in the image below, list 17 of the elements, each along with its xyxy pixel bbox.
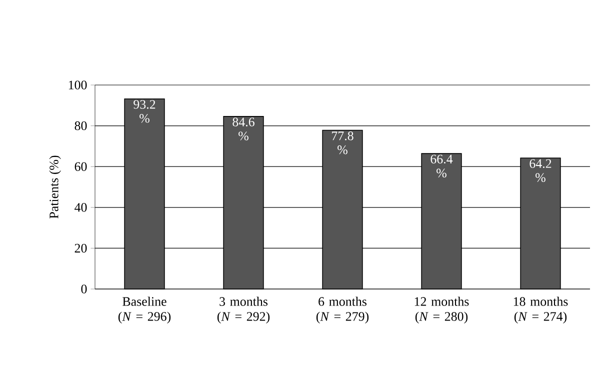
y-tick-label: 100 [68,80,87,90]
data-label: 93.2 % [134,100,156,123]
y-tick-label: 80 [74,121,87,130]
x-tick-label: 3 months (N = 292) [217,296,270,324]
data-label: 77.8 % [332,131,354,154]
x-tick-label: Baseline (N = 296) [118,296,171,324]
y-tick-label: 60 [74,162,87,171]
y-tick-label: 40 [74,203,87,212]
data-label: 66.4 % [430,154,453,178]
x-tick-label: 18 months (N = 274) [514,296,568,324]
x-tick-label: 6 months (N = 279) [316,296,369,324]
data-label: 64.2 % [530,159,552,182]
x-tick-label: 12 months (N = 280) [414,296,469,324]
y-tick-label: 20 [74,244,87,253]
y-tick-label: 0 [81,284,87,294]
data-label: 84.6 % [232,118,254,140]
y-axis-title: Patients (%) [49,156,61,218]
